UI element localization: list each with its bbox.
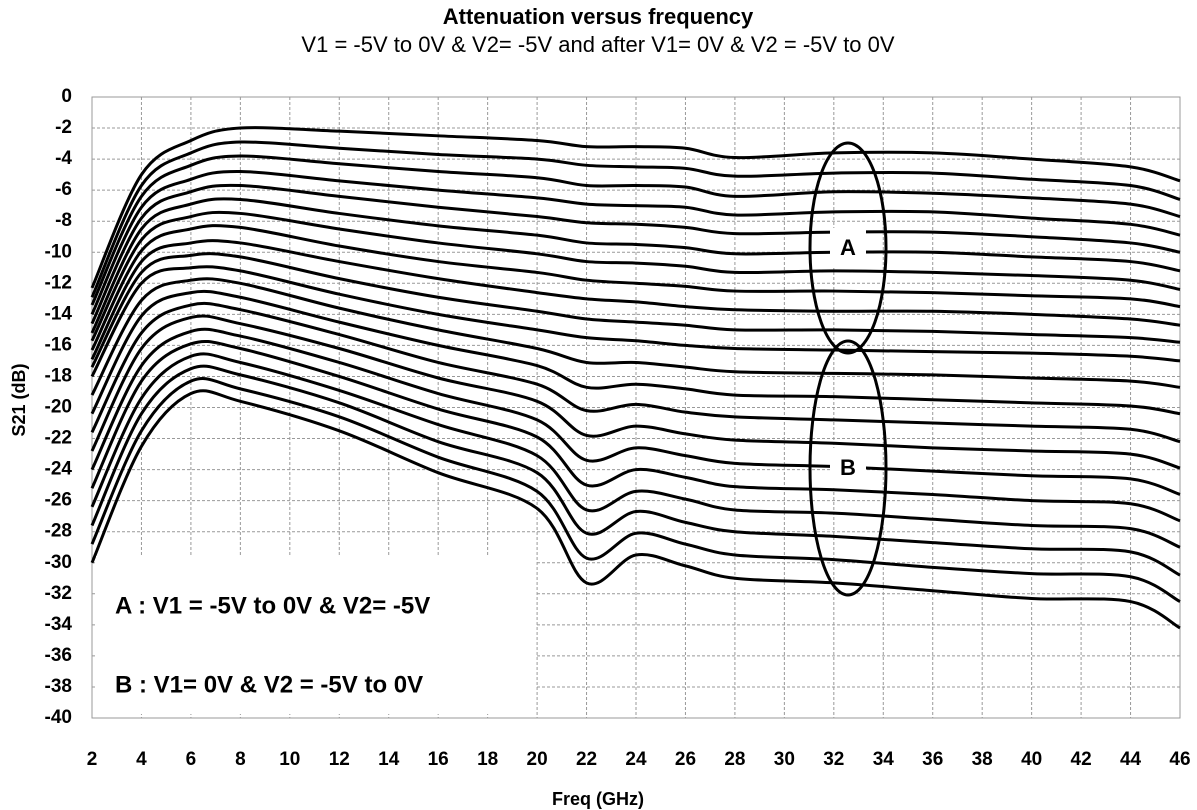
annotation: A xyxy=(840,235,856,260)
x-tick-label: 46 xyxy=(1169,749,1190,770)
y-tick-label: -34 xyxy=(45,614,73,635)
x-tick-label: 32 xyxy=(823,749,844,770)
series-line xyxy=(90,377,1181,603)
series-line xyxy=(90,389,1181,630)
series-line xyxy=(90,239,1181,361)
x-tick-label: 38 xyxy=(972,749,993,770)
x-tick-label: 2 xyxy=(87,749,98,770)
series-line xyxy=(90,140,1181,298)
x-tick-label: 16 xyxy=(428,749,449,770)
x-tick-label: 40 xyxy=(1021,749,1042,770)
x-tick-label: 44 xyxy=(1120,749,1142,770)
x-tick-label: 36 xyxy=(922,749,943,770)
y-tick-label: -2 xyxy=(55,117,72,138)
lines xyxy=(90,126,1181,630)
series-line xyxy=(90,224,1181,351)
x-tick-label: 4 xyxy=(136,749,147,770)
x-tick-label: 6 xyxy=(186,749,197,770)
y-tick-label: 0 xyxy=(61,86,72,107)
y-tick-label: -8 xyxy=(55,210,72,231)
label-bg xyxy=(830,228,866,268)
x-tick-label: 30 xyxy=(774,749,795,770)
annotation-layer: A B A : V1 = -5V to 0V & V2= -5V B : V1=… xyxy=(96,141,888,714)
y-tick-label: -4 xyxy=(55,148,72,169)
x-tick-label: 34 xyxy=(873,749,895,770)
series-line xyxy=(90,183,1181,325)
y-tick-label: -26 xyxy=(45,490,72,511)
y-tick-label: -22 xyxy=(45,428,72,449)
x-tick-label: 42 xyxy=(1071,749,1092,770)
y-tick-label: -18 xyxy=(45,365,72,386)
y-axis-label: S21 (dB) xyxy=(9,363,29,436)
plot-frame xyxy=(91,96,1181,719)
chart-subtitle: V1 = -5V to 0V & V2= -5V and after V1= 0… xyxy=(301,32,894,57)
y-tick-label: -6 xyxy=(55,179,72,200)
x-tick-label: 12 xyxy=(329,749,350,770)
series-line xyxy=(90,210,1181,342)
x-tick-label: 14 xyxy=(378,749,400,770)
x-tick-label: 26 xyxy=(675,749,696,770)
chart-title: Attenuation versus frequency xyxy=(443,4,754,29)
x-tick-label: 18 xyxy=(477,749,498,770)
series-line xyxy=(90,352,1181,549)
series-line xyxy=(90,154,1181,306)
y-tick-label: -30 xyxy=(45,552,72,573)
annotation: B xyxy=(840,455,856,480)
x-tick-label: 20 xyxy=(527,749,548,770)
series-line xyxy=(90,252,1181,368)
series-line xyxy=(90,327,1181,496)
y-tick-label: -24 xyxy=(45,459,73,480)
y-tick-label: -32 xyxy=(45,583,72,604)
y-tick-label: -38 xyxy=(45,676,72,697)
series-line xyxy=(90,289,1181,416)
ellipse-a xyxy=(808,141,888,355)
ellipse-b xyxy=(808,339,888,597)
x-axis-label: Freq (GHz) xyxy=(552,789,644,809)
x-tick-label: 10 xyxy=(279,749,300,770)
series-line xyxy=(90,314,1181,470)
y-tick-label: -28 xyxy=(45,521,72,542)
y-tick-label: -12 xyxy=(45,272,72,293)
series-line xyxy=(90,126,1181,289)
x-tick-label: 22 xyxy=(576,749,597,770)
y-tick-label: -40 xyxy=(45,707,72,728)
series-line xyxy=(90,265,1181,378)
annotation: B : V1= 0V & V2 = -5V to 0V xyxy=(115,671,423,698)
y-tick-label: -20 xyxy=(45,397,72,418)
x-tick-label: 8 xyxy=(235,749,246,770)
y-tick-label: -10 xyxy=(45,241,72,262)
y-tick-label: -36 xyxy=(45,645,72,666)
y-tick-label: -14 xyxy=(45,303,73,324)
legend-box xyxy=(96,556,536,714)
label-bg xyxy=(830,448,866,488)
series-line xyxy=(90,364,1181,577)
series-line xyxy=(90,197,1181,334)
y-tick-label: -16 xyxy=(45,334,72,355)
series-line xyxy=(90,277,1181,396)
x-tick-label: 24 xyxy=(625,749,647,770)
x-tick-label: 28 xyxy=(724,749,745,770)
series-line xyxy=(90,340,1181,523)
series-line xyxy=(90,301,1181,444)
series-line xyxy=(90,170,1181,315)
annotation: A : V1 = -5V to 0V & V2= -5V xyxy=(115,592,430,619)
